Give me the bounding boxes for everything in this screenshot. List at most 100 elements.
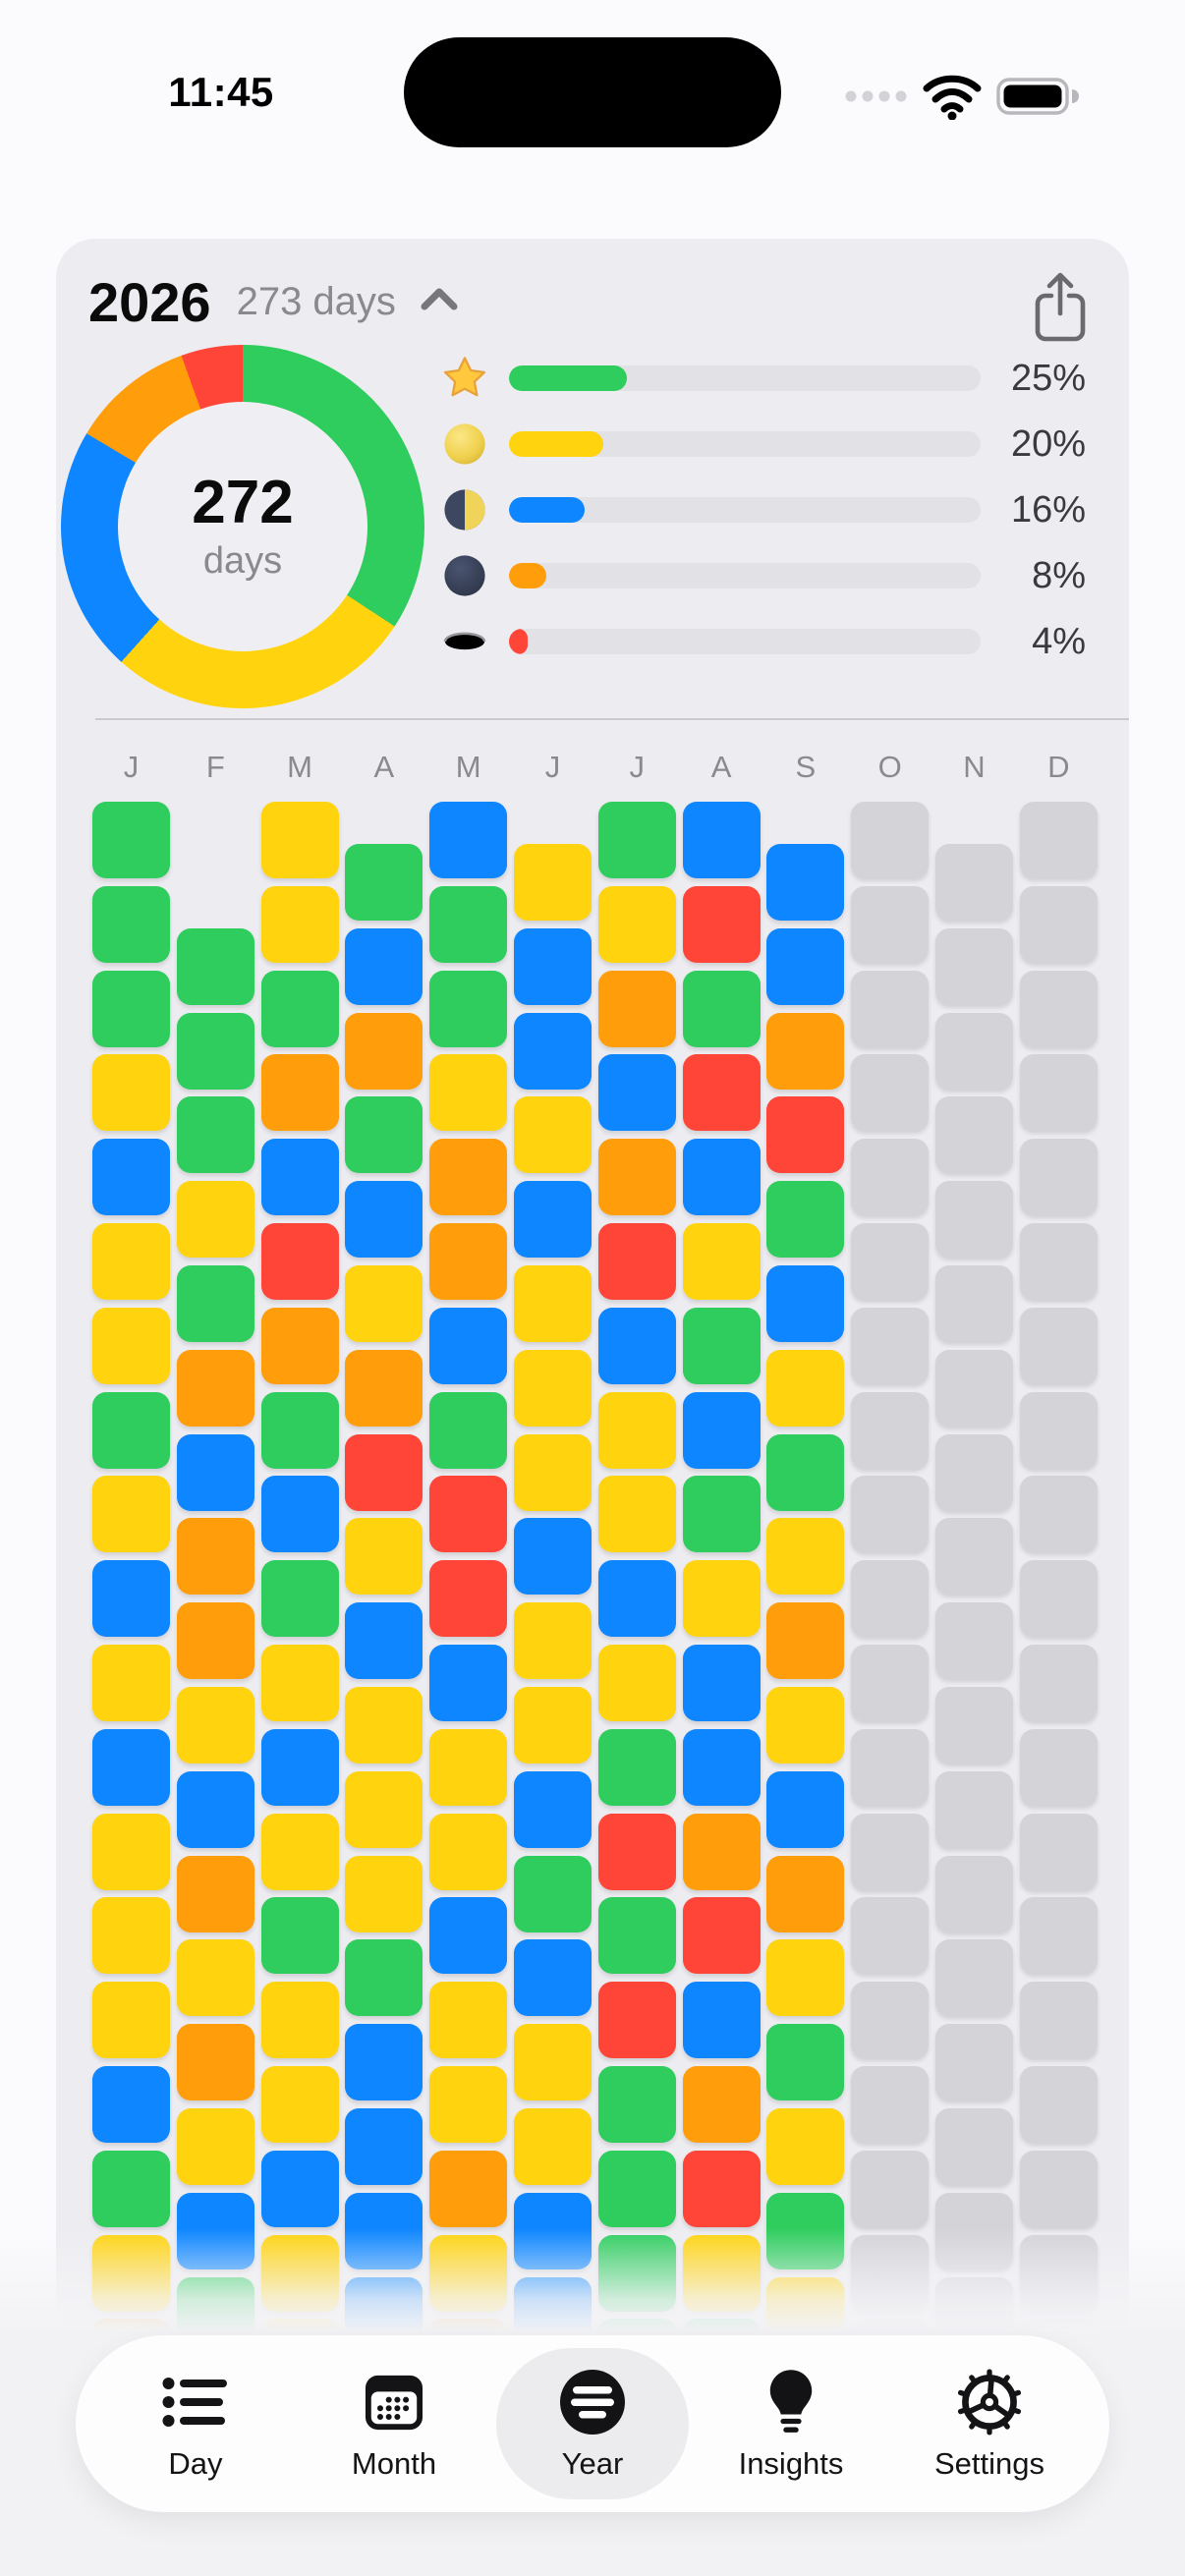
day-cell[interactable] <box>429 1982 508 2059</box>
tab-day[interactable]: Day <box>99 2348 292 2499</box>
day-cell[interactable] <box>345 1181 423 1259</box>
day-cell[interactable] <box>92 1054 170 1132</box>
day-cell[interactable] <box>345 1855 423 1932</box>
tab-year[interactable]: Year <box>496 2348 689 2499</box>
day-cell[interactable] <box>597 1645 676 1721</box>
day-cell[interactable] <box>260 1223 339 1300</box>
day-cell[interactable] <box>345 843 423 921</box>
day-cell[interactable] <box>260 885 339 963</box>
day-cell[interactable] <box>176 1602 254 1680</box>
day-cell[interactable] <box>176 1181 254 1259</box>
day-cell[interactable] <box>345 1602 423 1680</box>
day-cell[interactable] <box>429 1897 508 1975</box>
day-cell[interactable] <box>345 2107 423 2185</box>
day-cell[interactable] <box>92 885 170 963</box>
day-cell[interactable] <box>176 1433 254 1511</box>
day-cell[interactable] <box>345 1939 423 2017</box>
day-cell[interactable] <box>682 1139 761 1216</box>
day-cell[interactable] <box>260 2066 339 2143</box>
day-cell[interactable] <box>429 1645 508 1721</box>
day-cell[interactable] <box>682 1223 761 1300</box>
day-cell[interactable] <box>597 1476 676 1553</box>
day-cell[interactable] <box>260 1476 339 1553</box>
day-cell[interactable] <box>766 1518 845 1596</box>
day-cell[interactable] <box>260 1897 339 1975</box>
day-cell[interactable] <box>92 1982 170 2059</box>
day-cell[interactable] <box>682 802 761 878</box>
day-cell[interactable] <box>429 1391 508 1469</box>
day-cell[interactable] <box>682 1391 761 1469</box>
day-cell[interactable] <box>260 1307 339 1384</box>
day-cell[interactable] <box>597 885 676 963</box>
day-cell[interactable] <box>92 1391 170 1469</box>
day-cell[interactable] <box>766 2024 845 2101</box>
day-cell[interactable] <box>92 1813 170 1890</box>
day-cell[interactable] <box>429 2066 508 2143</box>
day-cell[interactable] <box>176 1349 254 1427</box>
day-cell[interactable] <box>597 1307 676 1384</box>
day-cell[interactable] <box>597 802 676 878</box>
day-cell[interactable] <box>514 1096 592 1174</box>
day-cell[interactable] <box>429 1560 508 1638</box>
day-cell[interactable] <box>176 927 254 1005</box>
day-cell[interactable] <box>176 1855 254 1932</box>
day-cell[interactable] <box>682 970 761 1047</box>
day-cell[interactable] <box>260 1813 339 1890</box>
day-cell[interactable] <box>260 1728 339 1806</box>
day-cell[interactable] <box>682 1054 761 1132</box>
day-cell[interactable] <box>429 1307 508 1384</box>
day-cell[interactable] <box>429 1223 508 1300</box>
day-cell[interactable] <box>682 1982 761 2059</box>
day-cell[interactable] <box>766 1939 845 2017</box>
day-cell[interactable] <box>260 1560 339 1638</box>
day-cell[interactable] <box>766 1855 845 1932</box>
day-cell[interactable] <box>176 1096 254 1174</box>
day-cell[interactable] <box>514 1433 592 1511</box>
day-cell[interactable] <box>345 1264 423 1342</box>
day-cell[interactable] <box>429 1139 508 1216</box>
day-cell[interactable] <box>429 1728 508 1806</box>
day-cell[interactable] <box>597 2066 676 2143</box>
day-cell[interactable] <box>260 1054 339 1132</box>
day-cell[interactable] <box>345 1518 423 1596</box>
day-cell[interactable] <box>345 927 423 1005</box>
day-cell[interactable] <box>766 1770 845 1848</box>
day-cell[interactable] <box>597 1054 676 1132</box>
day-cell[interactable] <box>176 1686 254 1764</box>
day-cell[interactable] <box>345 1096 423 1174</box>
day-cell[interactable] <box>92 970 170 1047</box>
day-cell[interactable] <box>766 1096 845 1174</box>
day-cell[interactable] <box>682 1813 761 1890</box>
day-cell[interactable] <box>429 1476 508 1553</box>
day-cell[interactable] <box>682 2066 761 2143</box>
day-cell[interactable] <box>766 1686 845 1764</box>
day-cell[interactable] <box>682 1560 761 1638</box>
day-cell[interactable] <box>176 1939 254 2017</box>
day-cell[interactable] <box>682 1728 761 1806</box>
day-cell[interactable] <box>429 1054 508 1132</box>
day-cell[interactable] <box>92 1645 170 1721</box>
day-cell[interactable] <box>176 1264 254 1342</box>
day-cell[interactable] <box>345 2024 423 2101</box>
share-icon[interactable] <box>1032 270 1089 350</box>
day-cell[interactable] <box>766 1012 845 1090</box>
day-cell[interactable] <box>766 843 845 921</box>
day-cell[interactable] <box>514 2024 592 2101</box>
day-cell[interactable] <box>514 1602 592 1680</box>
day-cell[interactable] <box>92 1728 170 1806</box>
day-cell[interactable] <box>766 1181 845 1259</box>
day-cell[interactable] <box>176 2024 254 2101</box>
day-cell[interactable] <box>176 1518 254 1596</box>
day-cell[interactable] <box>176 2107 254 2185</box>
day-cell[interactable] <box>514 1939 592 2017</box>
day-cell[interactable] <box>345 1349 423 1427</box>
day-cell[interactable] <box>176 1770 254 1848</box>
day-cell[interactable] <box>92 802 170 878</box>
day-cell[interactable] <box>514 1349 592 1427</box>
tab-insights[interactable]: Insights <box>695 2348 887 2499</box>
day-cell[interactable] <box>514 1518 592 1596</box>
day-cell[interactable] <box>597 1391 676 1469</box>
day-cell[interactable] <box>260 1391 339 1469</box>
day-cell[interactable] <box>597 1223 676 1300</box>
day-cell[interactable] <box>682 885 761 963</box>
